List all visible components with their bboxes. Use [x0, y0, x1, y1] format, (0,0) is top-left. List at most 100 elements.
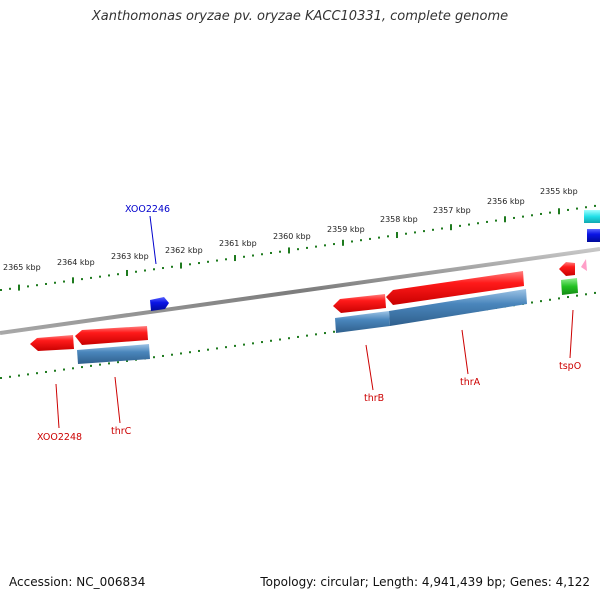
gene-labels: XOO2246 XOO2248 thrC thrB thrA tspO	[37, 204, 581, 443]
inner-minor-tick	[576, 294, 578, 297]
forward-strand-features	[150, 210, 600, 311]
cds-thrb[interactable]	[335, 311, 390, 333]
cds-tspo[interactable]	[561, 278, 578, 295]
inner-minor-tick	[0, 377, 2, 379]
outer-minor-tick	[198, 262, 200, 265]
gene-cyan-feature[interactable]	[584, 210, 600, 223]
inner-minor-tick	[81, 366, 83, 369]
outer-minor-tick	[36, 284, 38, 287]
outer-minor-tick	[477, 222, 479, 225]
inner-minor-tick	[324, 332, 326, 335]
outer-minor-tick	[162, 267, 164, 270]
outer-tick-track	[0, 204, 596, 291]
inner-minor-tick	[36, 372, 38, 375]
gene-tspo[interactable]	[559, 262, 575, 276]
outer-minor-tick	[279, 250, 281, 253]
inner-minor-tick	[261, 341, 263, 344]
outer-major-tick	[234, 255, 236, 262]
scale-label-2361: 2361 kbp	[219, 239, 257, 248]
inner-minor-tick	[567, 296, 569, 299]
scale-label-2362: 2362 kbp	[165, 246, 203, 255]
inner-minor-tick	[153, 356, 155, 359]
leader-lines	[55, 215, 574, 429]
inner-minor-tick	[207, 348, 209, 351]
scale-label-2355: 2355 kbp	[540, 187, 578, 196]
label-xoo2248[interactable]: XOO2248	[37, 432, 82, 443]
inner-minor-tick	[171, 353, 173, 356]
outer-minor-tick	[405, 232, 407, 235]
inner-minor-tick	[198, 349, 200, 352]
outer-minor-tick	[45, 282, 47, 285]
inner-minor-tick	[45, 370, 47, 373]
scale-label-2364: 2364 kbp	[57, 258, 95, 267]
outer-minor-tick	[576, 207, 578, 210]
outer-minor-tick	[486, 220, 488, 223]
inner-minor-tick	[252, 342, 254, 345]
cds-thrc[interactable]	[77, 344, 150, 364]
outer-minor-tick	[495, 219, 497, 222]
outer-minor-tick	[531, 214, 533, 217]
inner-minor-tick	[54, 369, 56, 372]
inner-minor-tick	[531, 301, 533, 304]
scale-label-2360: 2360 kbp	[273, 232, 311, 241]
inner-minor-tick	[333, 330, 335, 333]
label-tspo[interactable]: tspO	[559, 361, 581, 372]
inner-minor-tick	[270, 339, 272, 342]
inner-minor-tick	[288, 337, 290, 340]
inner-minor-tick	[162, 354, 164, 357]
label-thrb[interactable]: thrB	[364, 393, 384, 404]
label-thra[interactable]: thrA	[460, 377, 481, 388]
outer-minor-tick	[549, 211, 551, 214]
label-thrc[interactable]: thrC	[111, 426, 132, 437]
scale-label-2363: 2363 kbp	[111, 252, 149, 261]
inner-minor-tick	[180, 352, 182, 355]
reverse-strand-genes	[30, 262, 575, 351]
inner-minor-tick	[540, 300, 542, 303]
outer-major-tick	[72, 277, 74, 284]
cds-features	[77, 278, 578, 364]
outer-minor-tick	[315, 245, 317, 248]
gene-thra[interactable]	[386, 271, 524, 305]
outer-minor-tick	[54, 281, 56, 284]
outer-minor-tick	[63, 280, 65, 283]
inner-minor-tick	[297, 335, 299, 338]
inner-minor-tick	[315, 333, 317, 336]
outer-minor-tick	[261, 253, 263, 256]
inner-minor-tick	[306, 334, 308, 337]
accession-text: Accession: NC_006834	[9, 575, 146, 589]
inner-minor-tick	[90, 364, 92, 367]
leader-xoo2248	[55, 383, 60, 429]
leader-thrb	[365, 344, 374, 391]
gene-pink-feature[interactable]	[581, 259, 587, 271]
gene-thrc[interactable]	[75, 326, 148, 345]
outer-minor-tick	[585, 206, 587, 209]
outer-minor-tick	[270, 251, 272, 254]
inner-minor-tick	[549, 298, 551, 301]
inner-minor-tick	[279, 338, 281, 341]
inner-minor-tick	[126, 359, 128, 362]
scale-label-2358: 2358 kbp	[380, 215, 418, 224]
inner-minor-tick	[189, 351, 191, 354]
outer-minor-tick	[459, 224, 461, 227]
outer-minor-tick	[90, 276, 92, 279]
outer-minor-tick	[9, 287, 11, 290]
outer-minor-tick	[252, 254, 254, 257]
leader-thrc	[114, 376, 121, 424]
gene-xoo2246[interactable]	[150, 297, 169, 311]
outer-minor-tick	[333, 243, 335, 246]
leader-thra	[461, 329, 469, 375]
outer-minor-tick	[297, 248, 299, 251]
gene-xoo2248[interactable]	[30, 335, 74, 351]
inner-minor-tick	[216, 347, 218, 350]
outer-minor-tick	[135, 270, 137, 273]
cds-thra[interactable]	[389, 289, 527, 326]
outer-minor-tick	[441, 227, 443, 230]
outer-minor-tick	[387, 235, 389, 238]
label-xoo2246[interactable]: XOO2246	[125, 204, 170, 215]
outer-minor-tick	[567, 208, 569, 211]
gene-thrb[interactable]	[333, 294, 386, 313]
inner-minor-tick	[117, 361, 119, 364]
outer-minor-tick	[171, 265, 173, 268]
gene-blue-feature[interactable]	[587, 229, 600, 242]
outer-major-tick	[126, 269, 128, 276]
